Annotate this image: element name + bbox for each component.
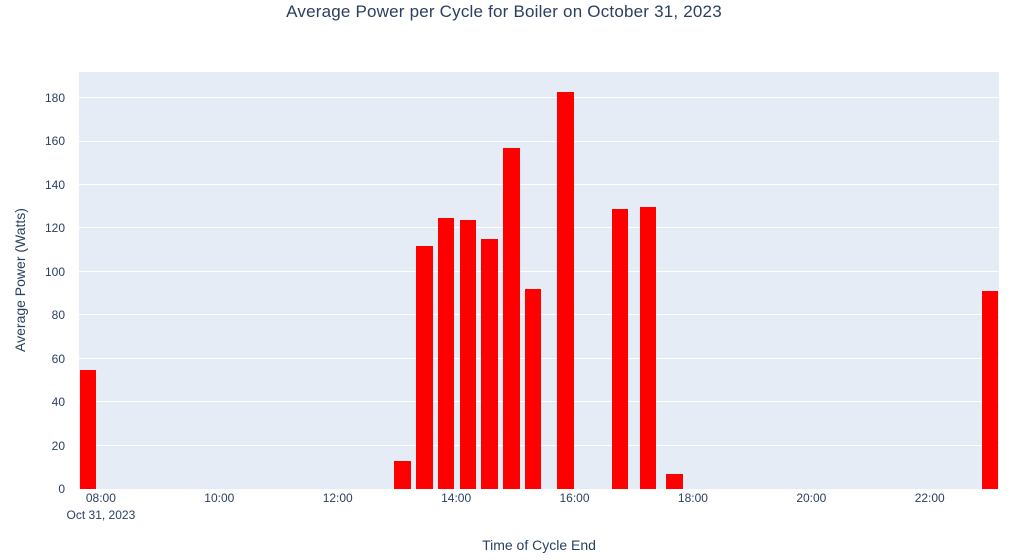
bar[interactable] <box>393 460 411 489</box>
y-tick-label: 20 <box>51 438 65 453</box>
bar[interactable] <box>79 369 97 489</box>
plot-area[interactable] <box>79 72 999 489</box>
x-axis-date-label: Oct 31, 2023 <box>66 508 136 522</box>
bar[interactable] <box>416 245 434 489</box>
bar[interactable] <box>502 148 520 489</box>
chart-title: Average Power per Cycle for Boiler on Oc… <box>286 2 722 21</box>
gridline <box>79 140 999 142</box>
bar[interactable] <box>459 219 477 489</box>
x-tick-label: 16:00 <box>559 491 590 505</box>
x-tick-label: 18:00 <box>677 491 708 505</box>
y-tick-label: 140 <box>44 177 65 192</box>
y-tick-label: 0 <box>58 482 65 496</box>
bar[interactable] <box>611 208 629 489</box>
y-tick-label: 80 <box>51 308 65 323</box>
x-tick-label: 08:00 <box>85 491 116 505</box>
bar[interactable] <box>524 289 542 489</box>
bar[interactable] <box>981 291 999 489</box>
gridline <box>79 183 999 185</box>
y-tick-label: 60 <box>51 351 65 366</box>
x-tick-label: 14:00 <box>441 491 472 505</box>
x-tick-label: 20:00 <box>796 491 827 505</box>
gridline <box>79 270 999 272</box>
y-tick-label: 40 <box>51 395 65 410</box>
bar[interactable] <box>666 473 683 489</box>
x-tick-label: 12:00 <box>322 491 353 505</box>
bar[interactable] <box>480 239 498 489</box>
y-tick-label: 160 <box>44 134 65 149</box>
y-tick-label: 180 <box>44 91 65 106</box>
y-tick-label: 120 <box>44 221 65 236</box>
gridline <box>79 227 999 229</box>
y-tick-label: 100 <box>44 264 65 279</box>
y-axis-tick-labels: 0 20 40 60 80 100 120 140 160 180 <box>0 72 72 496</box>
bar[interactable] <box>557 91 574 489</box>
x-tick-label: 10:00 <box>204 491 235 505</box>
x-axis-title: Time of Cycle End <box>482 537 596 553</box>
bar[interactable] <box>437 217 455 489</box>
x-tick-label: 22:00 <box>914 491 945 505</box>
bar[interactable] <box>639 206 657 489</box>
x-axis-tick-labels: 08:00 Oct 31, 2023 10:00 12:00 14:00 16:00 18:… <box>67 489 999 533</box>
gridline <box>79 97 999 99</box>
